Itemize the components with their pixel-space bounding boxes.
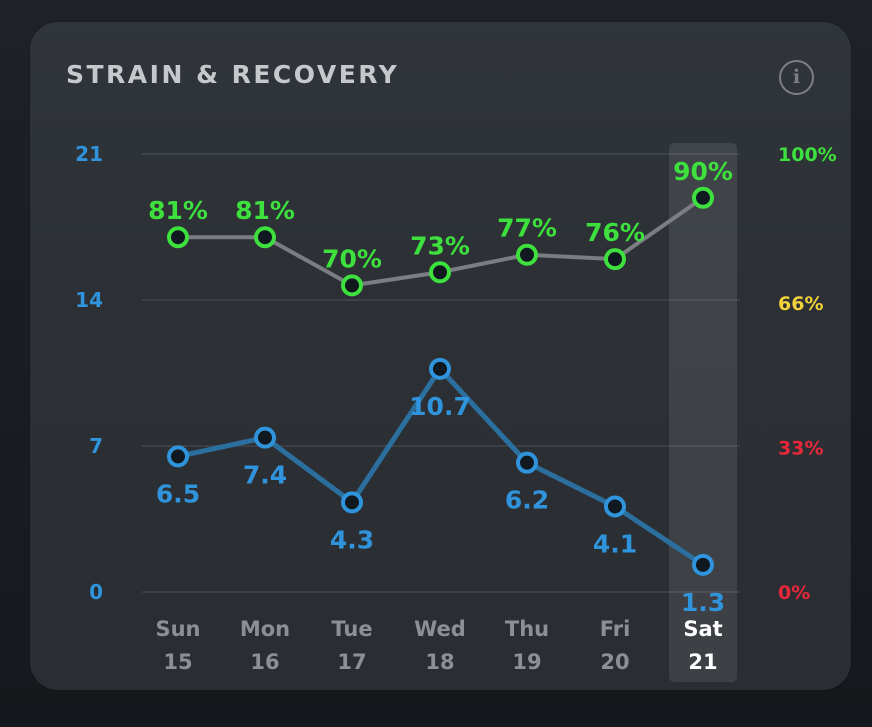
y-right-tick-label: 0% [778,582,810,604]
x-day-label[interactable]: Tue [331,617,372,641]
strain-data-label: 6.2 [505,486,549,515]
strain-point[interactable] [429,357,451,380]
strain-data-label: 7.4 [243,461,287,490]
recovery-data-label: 76% [585,218,645,247]
y-left-tick-label: 7 [89,434,103,458]
x-date-label[interactable]: 15 [163,650,192,674]
strain-data-label: 6.5 [156,479,200,508]
recovery-data-label: 70% [322,244,382,273]
y-left-tick-label: 21 [75,142,103,166]
recovery-point[interactable] [167,226,189,249]
recovery-point[interactable] [516,243,538,266]
strain-point[interactable] [341,491,363,514]
strain-data-label: 4.1 [593,529,637,558]
strain-point[interactable] [254,426,276,449]
recovery-point[interactable] [604,248,626,271]
x-date-label[interactable]: 19 [512,650,541,674]
y-left-tick-label: 0 [89,580,103,604]
strain-recovery-card [30,22,851,690]
recovery-point[interactable] [341,274,363,297]
recovery-data-label: 73% [410,231,470,260]
strain-data-label: 1.3 [681,588,725,617]
x-day-label[interactable]: Sun [155,617,200,641]
strain-data-label: 10.7 [409,392,471,421]
recovery-data-label: 90% [673,157,733,186]
x-date-label[interactable]: 20 [600,650,629,674]
y-right-tick-label: 33% [778,437,823,459]
strain-point[interactable] [692,553,714,576]
strain-point[interactable] [516,451,538,474]
strain-point[interactable] [167,445,189,468]
recovery-data-label: 77% [497,214,557,243]
y-right-tick-label: 100% [778,144,837,166]
x-day-label[interactable]: Fri [600,617,631,641]
strain-point[interactable] [604,495,626,518]
selected-day-highlight[interactable] [669,143,737,682]
recovery-data-label: 81% [148,196,208,225]
card-title: STRAIN & RECOVERY [66,60,400,89]
strain-data-label: 4.3 [330,525,374,554]
y-right-tick-label: 66% [778,293,823,315]
y-left-tick-label: 14 [75,288,103,312]
x-day-label[interactable]: Wed [414,617,466,641]
x-date-label[interactable]: 18 [425,650,454,674]
recovery-data-label: 81% [235,196,295,225]
info-icon[interactable]: i [779,60,814,95]
x-day-label[interactable]: Mon [240,617,290,641]
x-day-label[interactable]: Thu [505,617,549,641]
x-date-label[interactable]: 16 [250,650,279,674]
x-day-label[interactable]: Sat [683,617,722,641]
x-date-label[interactable]: 21 [688,650,717,674]
recovery-point[interactable] [429,261,451,284]
recovery-point[interactable] [254,226,276,249]
recovery-point[interactable] [692,186,714,209]
x-date-label[interactable]: 17 [337,650,366,674]
